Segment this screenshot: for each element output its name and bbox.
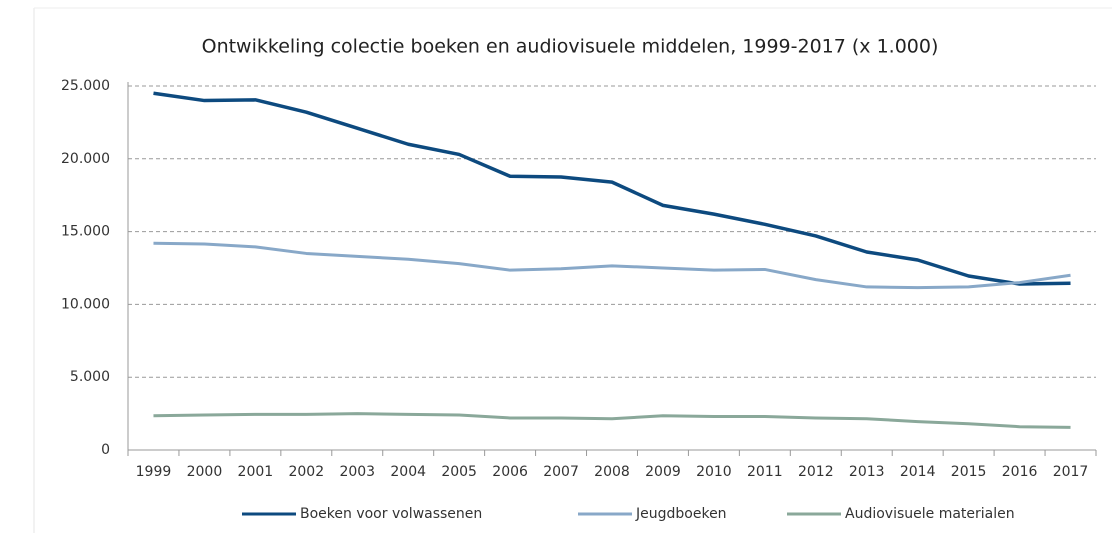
x-tick-label: 2008: [594, 464, 630, 480]
x-tick-label: 2012: [798, 464, 834, 480]
x-tick-label: 2009: [645, 464, 681, 480]
x-tick-label: 2004: [390, 464, 426, 480]
chart-title: Ontwikkeling colectie boeken en audiovis…: [202, 36, 939, 58]
x-tick-label: 2016: [1002, 464, 1038, 480]
x-tick-label: 2015: [951, 464, 987, 480]
series-line: [153, 91, 1071, 286]
legend-label: Audiovisuele materialen: [845, 506, 1015, 522]
y-tick-label: 20.000: [61, 151, 110, 167]
series-line: [153, 241, 1071, 290]
x-tick-label: 2002: [288, 464, 324, 480]
series-line: [153, 412, 1071, 429]
x-tick-label: 2014: [900, 464, 936, 480]
x-tick-label: 2003: [339, 464, 375, 480]
y-tick-label: 25.000: [61, 78, 110, 94]
x-tick-label: 2017: [1053, 464, 1089, 480]
x-tick-label: 2006: [492, 464, 528, 480]
x-tick-label: 2011: [747, 464, 783, 480]
legend-label: Jeugdboeken: [635, 506, 727, 522]
y-tick-label: 15.000: [61, 224, 110, 240]
legend-label: Boeken voor volwassenen: [300, 506, 482, 522]
y-tick-label: 0: [101, 442, 110, 458]
y-tick-label: 5.000: [70, 369, 110, 385]
x-tick-label: 2001: [238, 464, 274, 480]
x-tick-label: 2007: [543, 464, 579, 480]
x-tick-label: 2000: [187, 464, 223, 480]
x-tick-label: 2005: [441, 464, 477, 480]
x-tick-label: 1999: [136, 464, 172, 480]
x-tick-label: 2013: [849, 464, 885, 480]
y-tick-label: 10.000: [61, 296, 110, 312]
x-tick-label: 2010: [696, 464, 732, 480]
